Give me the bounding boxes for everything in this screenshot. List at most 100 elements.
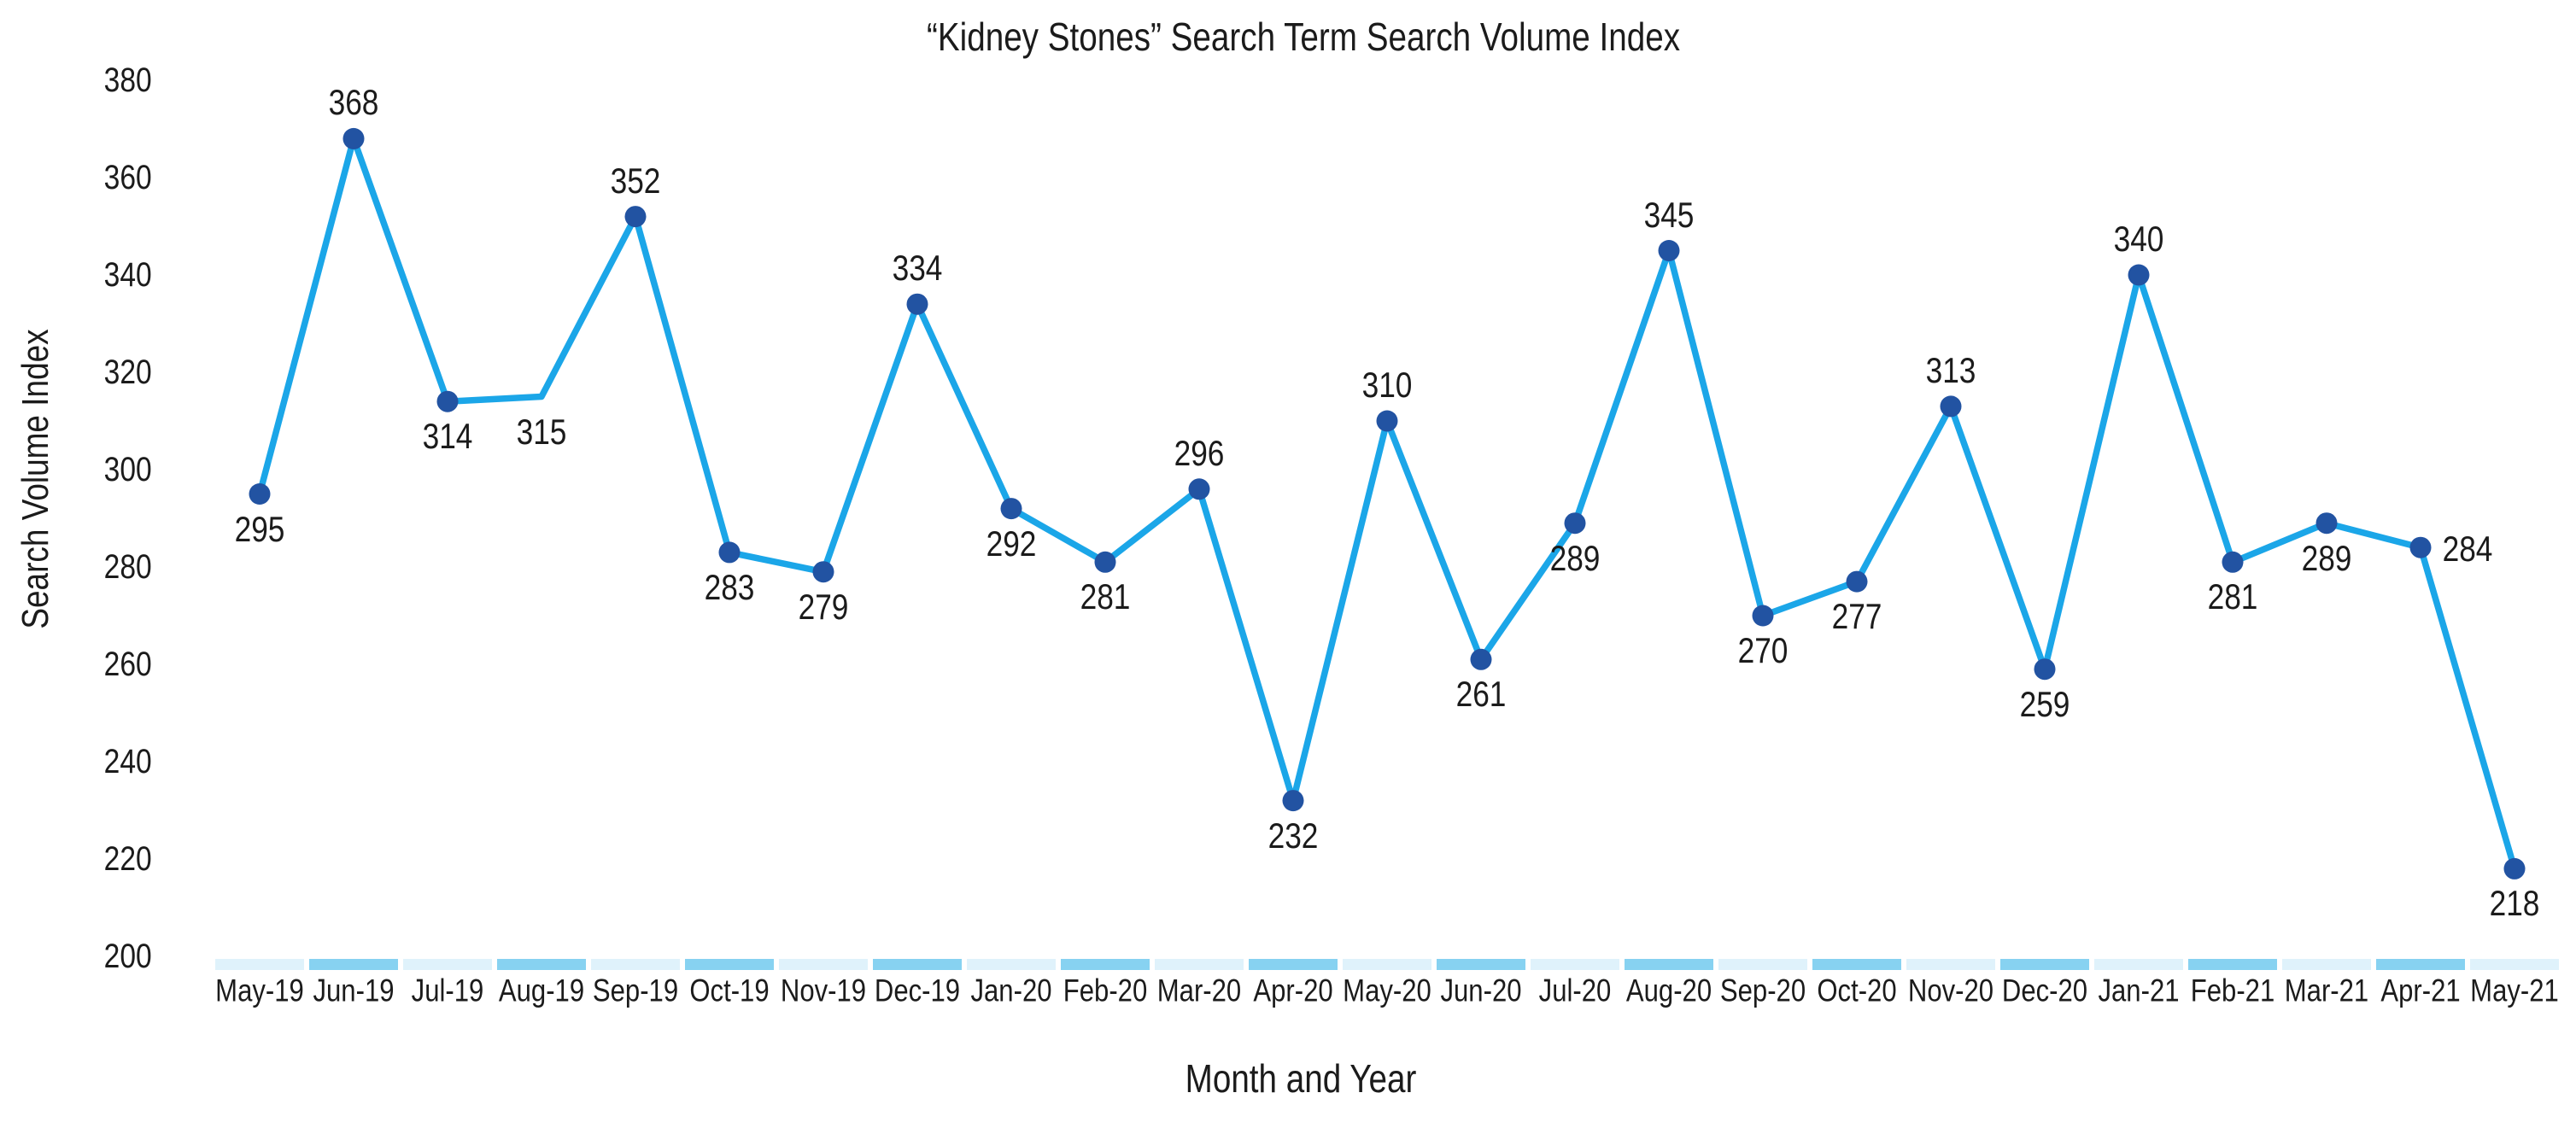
month-stripe — [2470, 959, 2559, 970]
y-tick-label: 300 — [103, 451, 152, 488]
month-stripe — [1625, 959, 1713, 970]
month-stripe — [1343, 959, 1431, 970]
month-stripe — [1437, 959, 1525, 970]
data-point-value-label: 218 — [2489, 883, 2540, 924]
month-stripe — [591, 959, 680, 970]
data-point-marker — [1940, 395, 1962, 418]
y-tick-label: 340 — [103, 256, 152, 294]
x-tick-label: Mar-21 — [2284, 973, 2369, 1008]
x-tick-label: Nov-20 — [1907, 973, 1994, 1008]
month-stripe — [403, 959, 492, 970]
data-point-value-label: 270 — [1737, 630, 1789, 670]
month-stripe — [2000, 959, 2089, 970]
y-tick-label: 380 — [103, 61, 152, 99]
x-tick-label: Dec-19 — [874, 973, 961, 1008]
data-point-value-label: 334 — [892, 248, 943, 289]
x-tick-label: Feb-20 — [1063, 973, 1148, 1008]
data-point-marker — [2222, 551, 2244, 573]
x-tick-label: Feb-21 — [2190, 973, 2275, 1008]
y-tick-label: 260 — [103, 646, 152, 683]
data-point-value-label: 281 — [1080, 576, 1131, 617]
x-axis-title: Month and Year — [1185, 1056, 1417, 1101]
data-point-value-label: 310 — [1361, 365, 1413, 405]
month-stripe — [1061, 959, 1150, 970]
month-stripe — [685, 959, 774, 970]
data-point-value-label: 292 — [986, 523, 1037, 564]
month-stripe — [309, 959, 398, 970]
x-tick-label: Jan-21 — [2098, 973, 2180, 1008]
x-tick-label: Aug-19 — [498, 973, 585, 1008]
month-stripe — [2094, 959, 2183, 970]
data-point-marker — [624, 206, 647, 228]
data-point-marker — [2034, 658, 2056, 681]
x-tick-label: May-19 — [215, 973, 304, 1008]
data-point-value-label: 284 — [2442, 529, 2493, 570]
data-point-marker — [1376, 410, 1398, 432]
month-stripe — [1531, 959, 1619, 970]
x-tick-label: Oct-19 — [689, 973, 770, 1008]
x-tick-label: Sep-20 — [1719, 973, 1806, 1008]
data-point-marker — [2503, 857, 2526, 879]
line-series — [256, 135, 2518, 873]
data-point-marker — [1282, 790, 1304, 812]
data-point-marker — [718, 541, 741, 564]
data-point-marker — [1470, 648, 1492, 670]
data-point-marker — [342, 127, 365, 149]
y-tick-label: 240 — [103, 743, 152, 780]
data-point-marker — [249, 483, 271, 505]
month-stripe — [2282, 959, 2371, 970]
x-tick-label: Oct-20 — [1817, 973, 1897, 1008]
x-tick-label: Dec-20 — [2001, 973, 2088, 1008]
data-point-marker — [2128, 264, 2150, 286]
data-point-value-label: 296 — [1174, 432, 1225, 473]
data-point-marker — [2409, 536, 2432, 558]
data-point-marker — [1094, 551, 1116, 573]
data-point-marker — [906, 293, 928, 315]
data-point-marker — [436, 390, 459, 412]
data-point-marker — [1846, 570, 1868, 593]
data-point-value-label: 289 — [1549, 537, 1601, 578]
data-point-value-label: 281 — [2207, 576, 2258, 617]
data-point-value-label: 315 — [516, 411, 567, 452]
month-stripe — [497, 959, 586, 970]
data-point-value-label: 259 — [2019, 683, 2070, 724]
data-point-marker — [812, 561, 834, 583]
x-tick-label: Jan-20 — [970, 973, 1052, 1008]
x-tick-label: Jun-19 — [313, 973, 395, 1008]
month-stripe — [779, 959, 868, 970]
data-point-value-label: 261 — [1455, 674, 1507, 715]
y-tick-label: 280 — [103, 548, 152, 586]
x-tick-label: May-20 — [1343, 973, 1431, 1008]
y-tick-label: 220 — [103, 840, 152, 878]
data-point-marker — [1752, 605, 1774, 627]
month-stripe — [215, 959, 304, 970]
x-tick-label: Jun-20 — [1440, 973, 1522, 1008]
data-point-value-label: 289 — [2301, 537, 2352, 578]
month-stripe — [873, 959, 962, 970]
data-point-value-label: 340 — [2113, 219, 2164, 259]
data-point-marker — [2315, 512, 2338, 535]
chart-title: “Kidney Stones” Search Term Search Volum… — [926, 15, 1681, 59]
month-stripe — [2188, 959, 2277, 970]
x-tick-label: Sep-19 — [592, 973, 679, 1008]
data-point-value-label: 352 — [610, 160, 661, 201]
data-point-marker — [1188, 478, 1210, 500]
data-point-value-label: 295 — [234, 508, 285, 549]
y-tick-label: 200 — [103, 938, 152, 975]
data-point-value-label: 314 — [422, 416, 473, 457]
month-stripe — [967, 959, 1056, 970]
x-tick-label: May-21 — [2470, 973, 2559, 1008]
data-point-value-label: 313 — [1925, 349, 1976, 390]
month-stripe — [2376, 959, 2465, 970]
data-point-value-label: 279 — [798, 586, 849, 627]
x-tick-label: Apr-21 — [2380, 973, 2461, 1008]
month-stripe — [1155, 959, 1244, 970]
x-tick-label: Aug-20 — [1625, 973, 1712, 1008]
month-stripe — [1249, 959, 1338, 970]
x-tick-label: Jul-20 — [1538, 973, 1612, 1008]
month-stripe — [1906, 959, 1995, 970]
month-stripe — [1812, 959, 1901, 970]
y-tick-label: 320 — [103, 354, 152, 391]
